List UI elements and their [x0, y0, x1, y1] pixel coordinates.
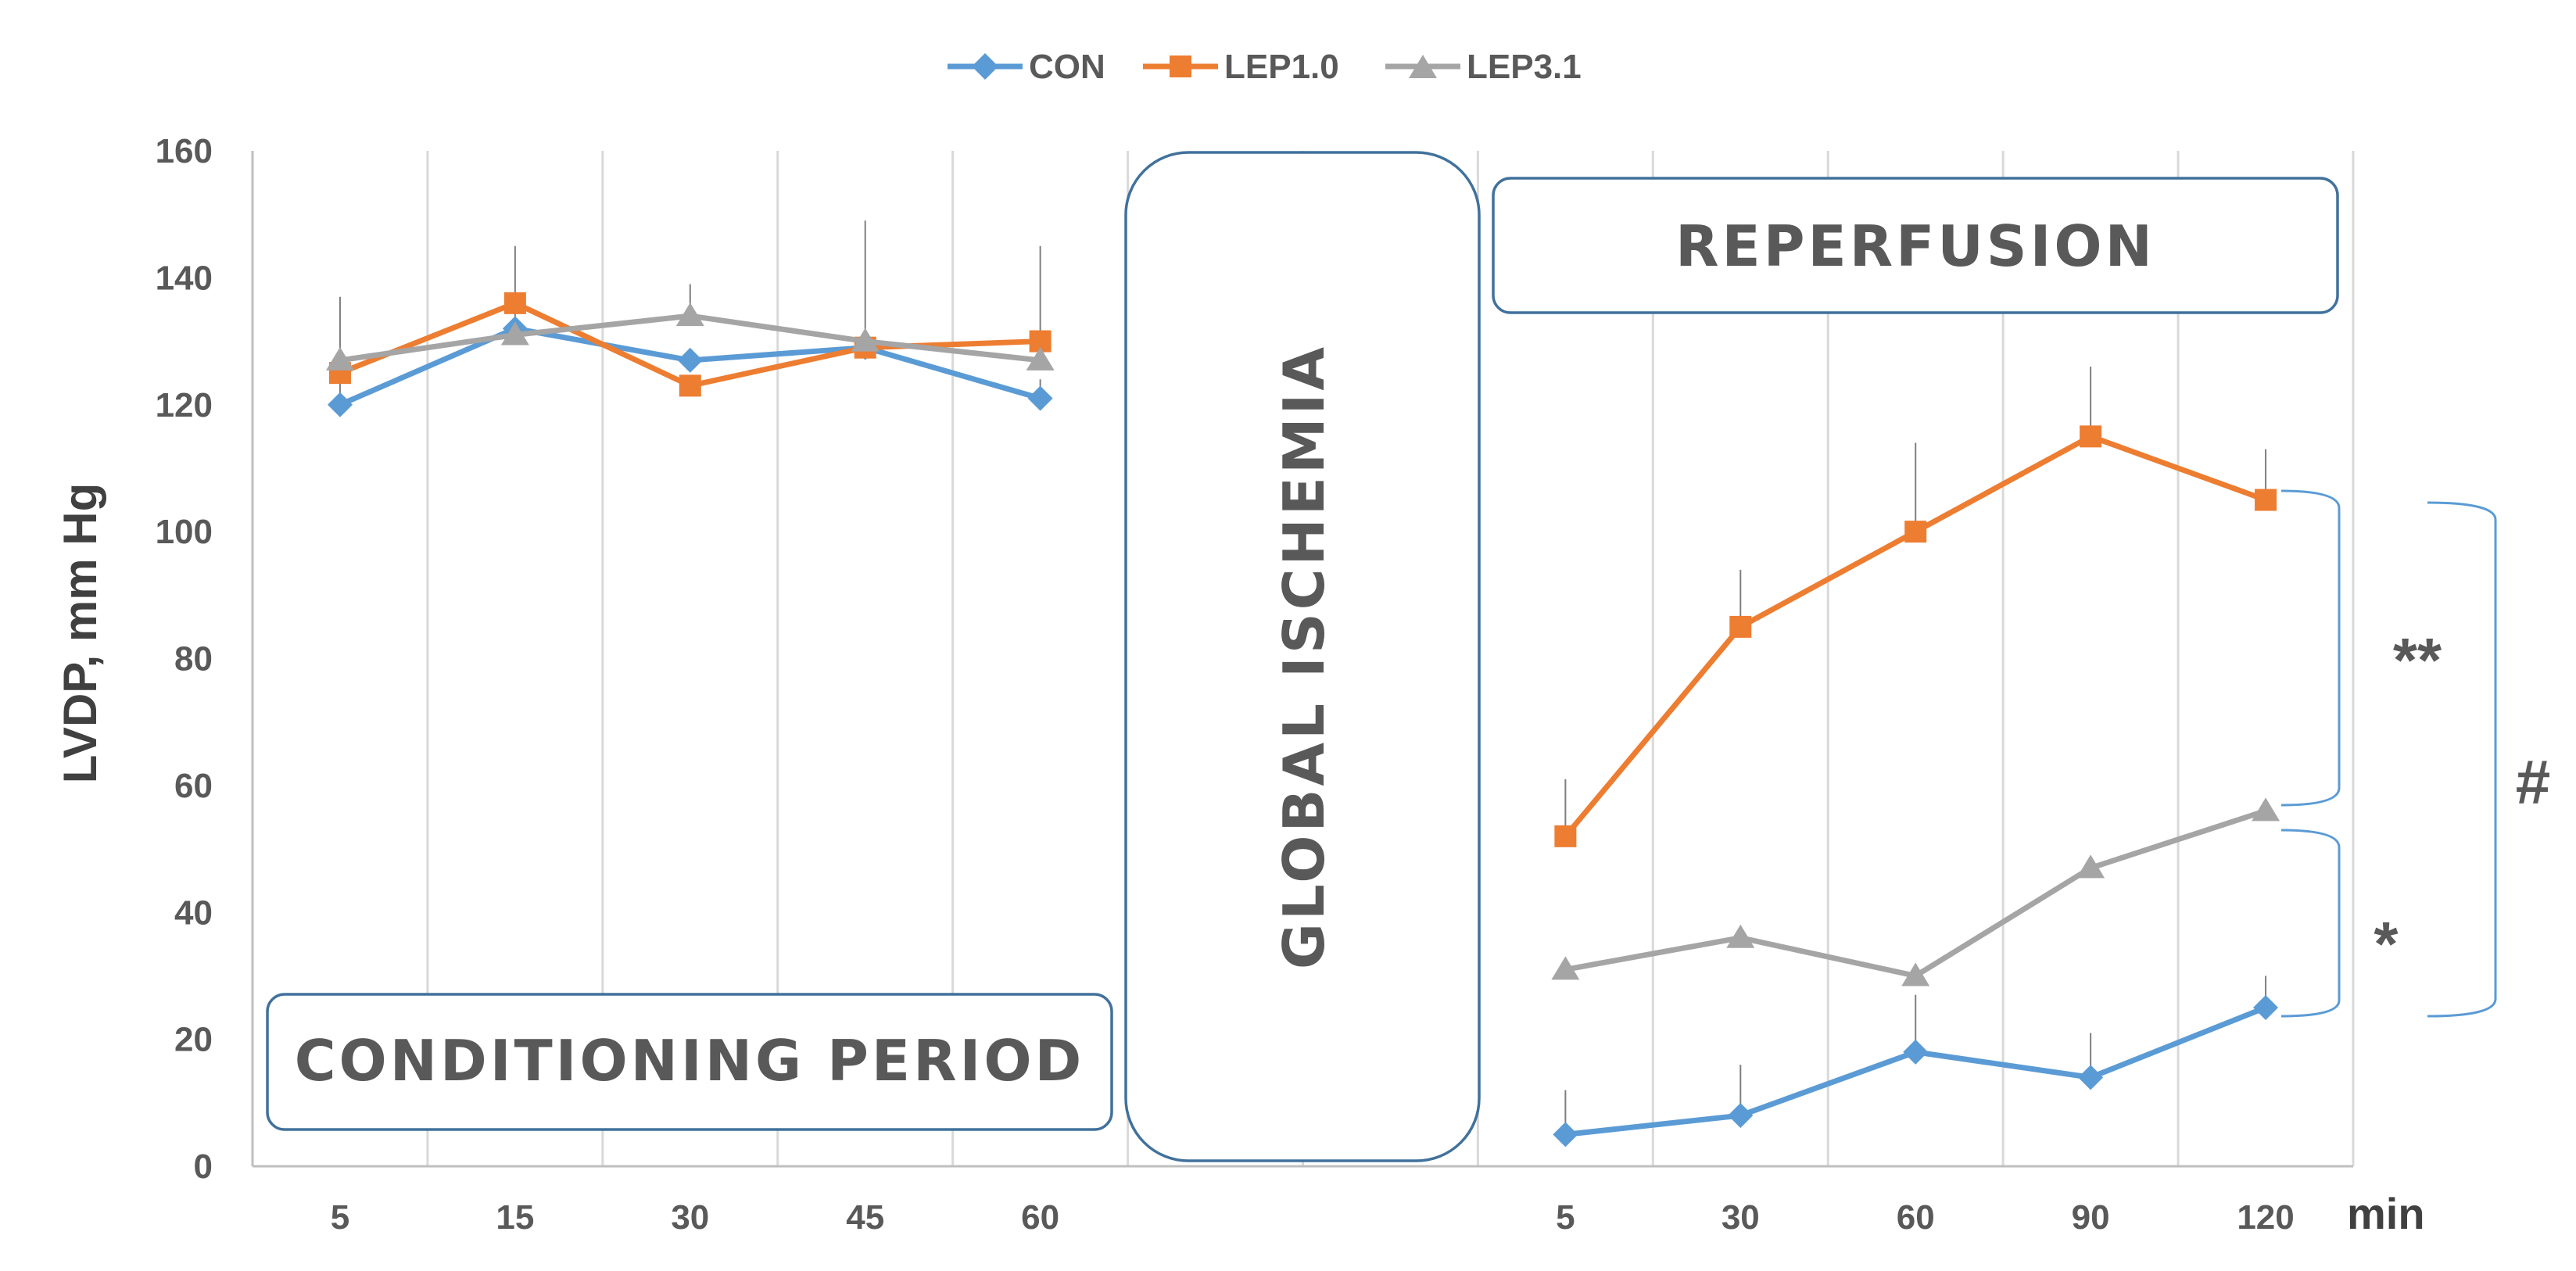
axes — [251, 151, 2353, 1168]
legend-item-lep1: LEP1.0 — [1143, 48, 1339, 86]
x-tick-2: 30 — [671, 1198, 709, 1237]
point-LEP3.1-reperfusion-4 — [2252, 797, 2280, 822]
bracket-double — [2280, 489, 2341, 807]
x-axis-unit: min — [2347, 1189, 2425, 1238]
series-LEP3.1 — [325, 303, 2280, 986]
y-tick-160: 160 — [156, 132, 213, 170]
legend-label-lep3: LEP3.1 — [1467, 48, 1582, 86]
y-tick-60: 60 — [174, 767, 213, 805]
series-lines — [325, 292, 2280, 1147]
legend-item-con: CON — [948, 48, 1105, 86]
ischemia-box: GLOBAL ISCHEMIA — [1124, 151, 1481, 1162]
x-tick-4: 60 — [1021, 1198, 1059, 1237]
point-LEP1.0-reperfusion-3 — [2080, 425, 2102, 448]
point-CON-reperfusion-3 — [2078, 1065, 2104, 1090]
x-tick-11: 120 — [2237, 1198, 2294, 1237]
point-CON-reperfusion-1 — [1728, 1103, 1754, 1129]
y-tick-100: 100 — [156, 513, 213, 551]
x-tick-labels: 5 15 30 45 60 5 30 60 90 120 — [331, 1198, 2295, 1237]
point-LEP1.0-reperfusion-0 — [1554, 825, 1577, 847]
conditioning-label: CONDITIONING PERIOD — [295, 1028, 1085, 1094]
reperfusion-box: REPERFUSION — [1492, 177, 2339, 314]
y-tick-80: 80 — [174, 640, 213, 678]
point-LEP1.0-reperfusion-4 — [2255, 489, 2277, 511]
x-tick-7: 5 — [1556, 1198, 1575, 1237]
point-CON-conditioning-2 — [677, 347, 703, 373]
x-tick-0: 5 — [331, 1198, 349, 1237]
x-tick-1: 15 — [496, 1198, 534, 1237]
y-tick-40: 40 — [174, 893, 213, 932]
y-axis-title: LVDP, mm Hg — [54, 483, 106, 784]
line-LEP3.1-reperfusion — [1564, 808, 2267, 979]
sig-hash-label: # — [2516, 747, 2551, 817]
point-LEP3.1-reperfusion-0 — [1551, 956, 1580, 980]
point-LEP1.0-reperfusion-2 — [1904, 521, 1927, 543]
legend-item-lep3: LEP3.1 — [1385, 48, 1582, 86]
bracket-hash — [2427, 501, 2497, 1018]
x-tick-10: 90 — [2072, 1198, 2110, 1237]
ischemia-label: GLOBAL ISCHEMIA — [1271, 344, 1337, 969]
point-LEP3.1-conditioning-1 — [500, 321, 529, 345]
sig-double-label: ** — [2393, 625, 2442, 695]
point-LEP3.1-conditioning-4 — [1026, 346, 1055, 371]
point-LEP3.1-reperfusion-2 — [1901, 962, 1930, 986]
point-LEP1.0-reperfusion-1 — [1729, 615, 1752, 638]
x-tick-3: 45 — [846, 1198, 884, 1237]
reperfusion-label: REPERFUSION — [1675, 213, 2155, 279]
point-CON-conditioning-0 — [327, 392, 353, 417]
point-CON-reperfusion-2 — [1903, 1039, 1929, 1065]
sig-single-label: * — [2374, 909, 2399, 979]
point-LEP3.1-reperfusion-1 — [1726, 924, 1755, 948]
point-LEP3.1-conditioning-3 — [851, 328, 880, 352]
y-tick-labels: 0 20 40 60 80 100 120 140 160 — [156, 132, 213, 1186]
legend-label-lep1: LEP1.0 — [1224, 48, 1339, 86]
significance-brackets: ** * # — [2280, 489, 2551, 1018]
point-CON-reperfusion-0 — [1553, 1122, 1578, 1147]
legend: CON LEP1.0 LEP3.1 — [948, 48, 1582, 86]
y-tick-20: 20 — [174, 1021, 213, 1059]
y-tick-0: 0 — [194, 1147, 213, 1186]
x-tick-9: 60 — [1897, 1198, 1935, 1237]
point-LEP3.1-reperfusion-3 — [2076, 854, 2105, 879]
point-LEP1.0-conditioning-1 — [503, 292, 526, 314]
point-CON-conditioning-4 — [1027, 385, 1053, 411]
x-tick-8: 30 — [1722, 1198, 1760, 1237]
y-tick-120: 120 — [156, 386, 213, 424]
point-LEP1.0-conditioning-2 — [679, 374, 701, 397]
conditioning-box: CONDITIONING PERIOD — [266, 993, 1113, 1131]
point-LEP3.1-conditioning-0 — [325, 346, 354, 371]
point-CON-reperfusion-4 — [2253, 995, 2279, 1021]
grid — [426, 151, 2355, 1166]
y-tick-140: 140 — [156, 259, 213, 297]
bracket-single — [2280, 829, 2341, 1018]
point-LEP3.1-conditioning-2 — [675, 303, 704, 327]
legend-label-con: CON — [1029, 48, 1105, 86]
